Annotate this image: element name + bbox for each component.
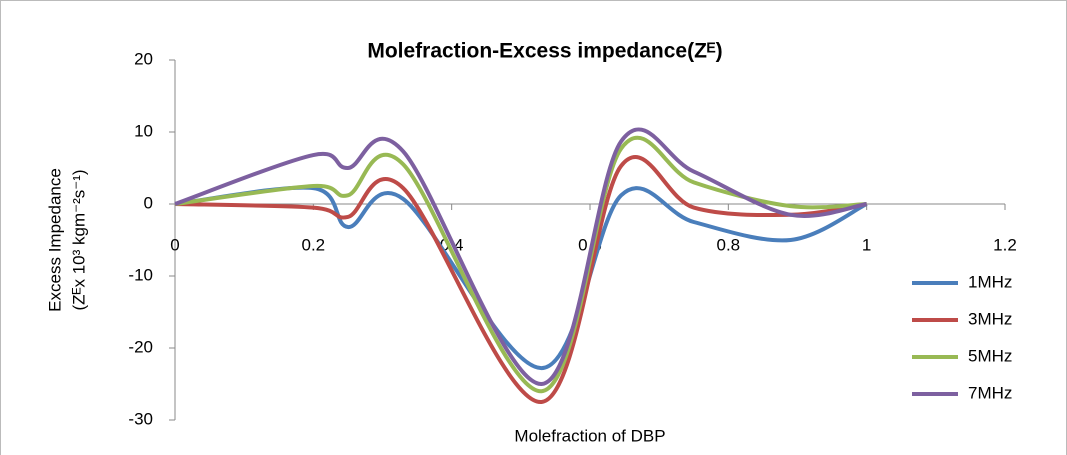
series-line xyxy=(174,127,868,387)
x-tick-label: 1 xyxy=(862,235,871,254)
legend-label: 1MHz xyxy=(968,272,1012,291)
series-line xyxy=(174,135,867,394)
y-axis-label: Excess Impedance xyxy=(45,168,64,312)
y-tick-label: 20 xyxy=(134,49,153,68)
legend-label: 7MHz xyxy=(968,383,1012,402)
chart-title: Molefraction-Excess impedance(Zᴱ) xyxy=(367,40,722,63)
x-tick-label: 0 xyxy=(170,235,179,254)
legend-label: 5MHz xyxy=(968,346,1012,365)
y-tick-label: 10 xyxy=(134,121,153,140)
x-axis-label: Molefraction of DBP xyxy=(514,426,665,445)
legend-label: 3MHz xyxy=(968,309,1012,328)
y-tick-label: 0 xyxy=(144,193,153,212)
y-tick-label: -30 xyxy=(128,409,153,428)
y-axis-label: (Zᴱx 10³ kgm⁻²s⁻¹) xyxy=(69,169,88,310)
series-line xyxy=(174,185,868,371)
y-tick-label: -10 xyxy=(128,265,153,284)
y-tick-label: -20 xyxy=(128,337,153,356)
x-tick-label: 0.8 xyxy=(717,235,741,254)
series-line xyxy=(174,155,867,405)
x-tick-label: 0.2 xyxy=(302,235,326,254)
x-tick-label: 1.2 xyxy=(993,235,1017,254)
